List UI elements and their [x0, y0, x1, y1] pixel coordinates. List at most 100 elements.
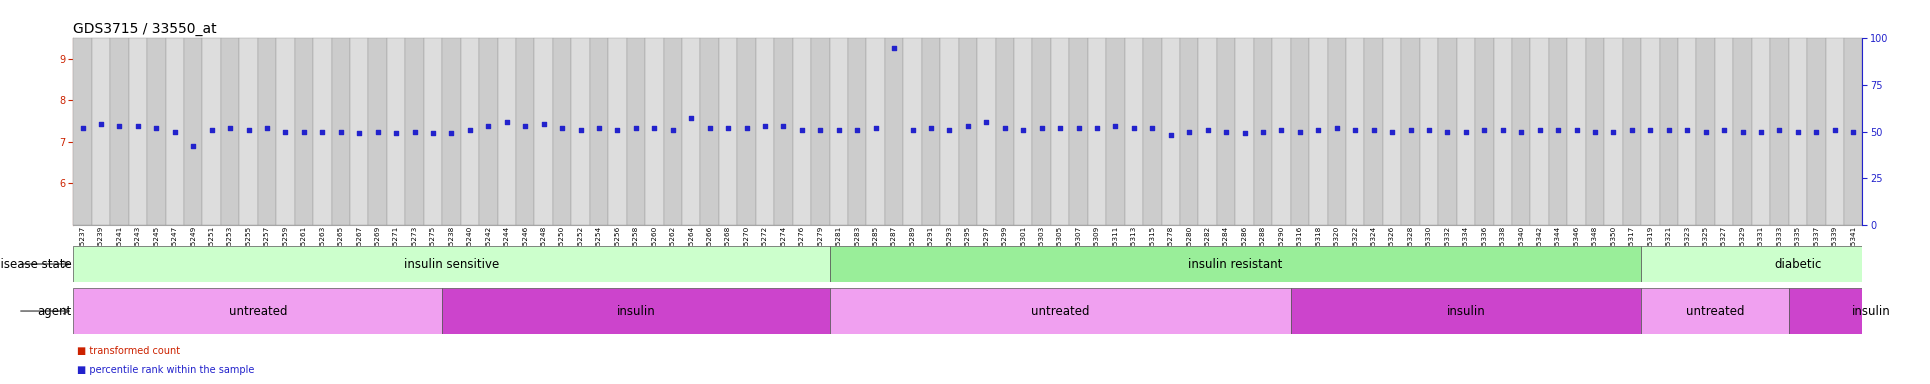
Bar — [73, 246, 830, 282]
Point — [1173, 129, 1204, 135]
Point — [68, 125, 98, 131]
FancyBboxPatch shape — [1457, 38, 1475, 225]
Point — [1266, 127, 1297, 133]
FancyBboxPatch shape — [349, 38, 369, 225]
Point — [1691, 129, 1722, 135]
FancyBboxPatch shape — [847, 38, 867, 225]
Point — [214, 125, 245, 131]
FancyBboxPatch shape — [793, 38, 811, 225]
Bar — [830, 288, 1291, 334]
Point — [1339, 127, 1370, 133]
Point — [529, 121, 560, 127]
FancyBboxPatch shape — [1143, 38, 1162, 225]
Point — [1137, 125, 1168, 131]
Point — [473, 123, 504, 129]
Text: untreated: untreated — [1685, 305, 1745, 318]
FancyBboxPatch shape — [425, 38, 442, 225]
FancyBboxPatch shape — [1586, 38, 1604, 225]
Point — [1451, 129, 1482, 135]
Point — [990, 125, 1021, 131]
Point — [1820, 127, 1851, 133]
FancyBboxPatch shape — [591, 38, 608, 225]
FancyBboxPatch shape — [737, 38, 757, 225]
Point — [492, 119, 523, 125]
FancyBboxPatch shape — [1199, 38, 1218, 225]
Point — [380, 130, 411, 136]
Bar — [1789, 288, 1930, 334]
FancyBboxPatch shape — [1826, 38, 1843, 225]
FancyBboxPatch shape — [203, 38, 220, 225]
Bar — [1737, 183, 1749, 225]
Point — [1229, 130, 1260, 136]
Point — [436, 130, 467, 136]
Text: insulin: insulin — [1853, 305, 1891, 318]
Point — [307, 129, 338, 135]
FancyBboxPatch shape — [442, 38, 461, 225]
Bar — [442, 288, 830, 334]
Bar — [1164, 192, 1177, 225]
FancyBboxPatch shape — [1328, 38, 1345, 225]
FancyBboxPatch shape — [1640, 38, 1660, 225]
Bar — [1644, 178, 1656, 225]
Bar — [261, 174, 274, 225]
Bar — [241, 179, 255, 225]
Bar — [1791, 180, 1805, 225]
FancyBboxPatch shape — [923, 38, 940, 225]
Bar — [187, 214, 199, 225]
Bar — [1625, 179, 1639, 225]
FancyBboxPatch shape — [1254, 38, 1272, 225]
Point — [326, 129, 357, 135]
Point — [731, 125, 762, 131]
FancyBboxPatch shape — [1806, 38, 1826, 225]
Bar — [205, 179, 218, 225]
Bar — [1386, 181, 1399, 225]
FancyBboxPatch shape — [1623, 38, 1640, 225]
Bar — [1183, 183, 1197, 225]
Bar — [1071, 176, 1085, 225]
Text: untreated: untreated — [228, 305, 288, 318]
FancyBboxPatch shape — [996, 38, 1013, 225]
Text: insulin sensitive: insulin sensitive — [403, 258, 500, 270]
Text: ■ percentile rank within the sample: ■ percentile rank within the sample — [77, 365, 255, 375]
Point — [1100, 123, 1131, 129]
Bar — [75, 176, 89, 225]
FancyBboxPatch shape — [552, 38, 571, 225]
FancyBboxPatch shape — [220, 38, 239, 225]
FancyBboxPatch shape — [129, 38, 147, 225]
Bar — [1640, 288, 1789, 334]
FancyBboxPatch shape — [1089, 38, 1106, 225]
Bar — [1608, 181, 1619, 225]
Point — [1598, 129, 1629, 135]
Bar — [830, 246, 1640, 282]
Bar — [353, 187, 365, 225]
Point — [915, 125, 946, 131]
FancyBboxPatch shape — [701, 38, 718, 225]
Bar — [666, 177, 679, 225]
Bar — [1640, 246, 1930, 282]
Bar — [317, 181, 328, 225]
FancyBboxPatch shape — [239, 38, 259, 225]
Bar — [1442, 183, 1453, 225]
FancyBboxPatch shape — [1384, 38, 1401, 225]
FancyBboxPatch shape — [1033, 38, 1052, 225]
FancyBboxPatch shape — [1272, 38, 1291, 225]
Point — [971, 119, 1002, 125]
FancyBboxPatch shape — [1291, 38, 1309, 225]
Point — [1671, 127, 1702, 133]
Point — [1322, 125, 1353, 131]
Bar — [1054, 176, 1067, 225]
FancyBboxPatch shape — [259, 38, 276, 225]
FancyBboxPatch shape — [1438, 38, 1457, 225]
Point — [234, 127, 264, 133]
FancyBboxPatch shape — [571, 38, 591, 225]
Point — [1285, 129, 1316, 135]
Point — [178, 143, 208, 149]
Bar — [1571, 179, 1583, 225]
Point — [712, 125, 743, 131]
Point — [1432, 129, 1463, 135]
Bar — [114, 176, 125, 225]
FancyBboxPatch shape — [147, 38, 166, 225]
Point — [1654, 127, 1685, 133]
Bar — [612, 177, 623, 225]
Bar — [1698, 181, 1712, 225]
